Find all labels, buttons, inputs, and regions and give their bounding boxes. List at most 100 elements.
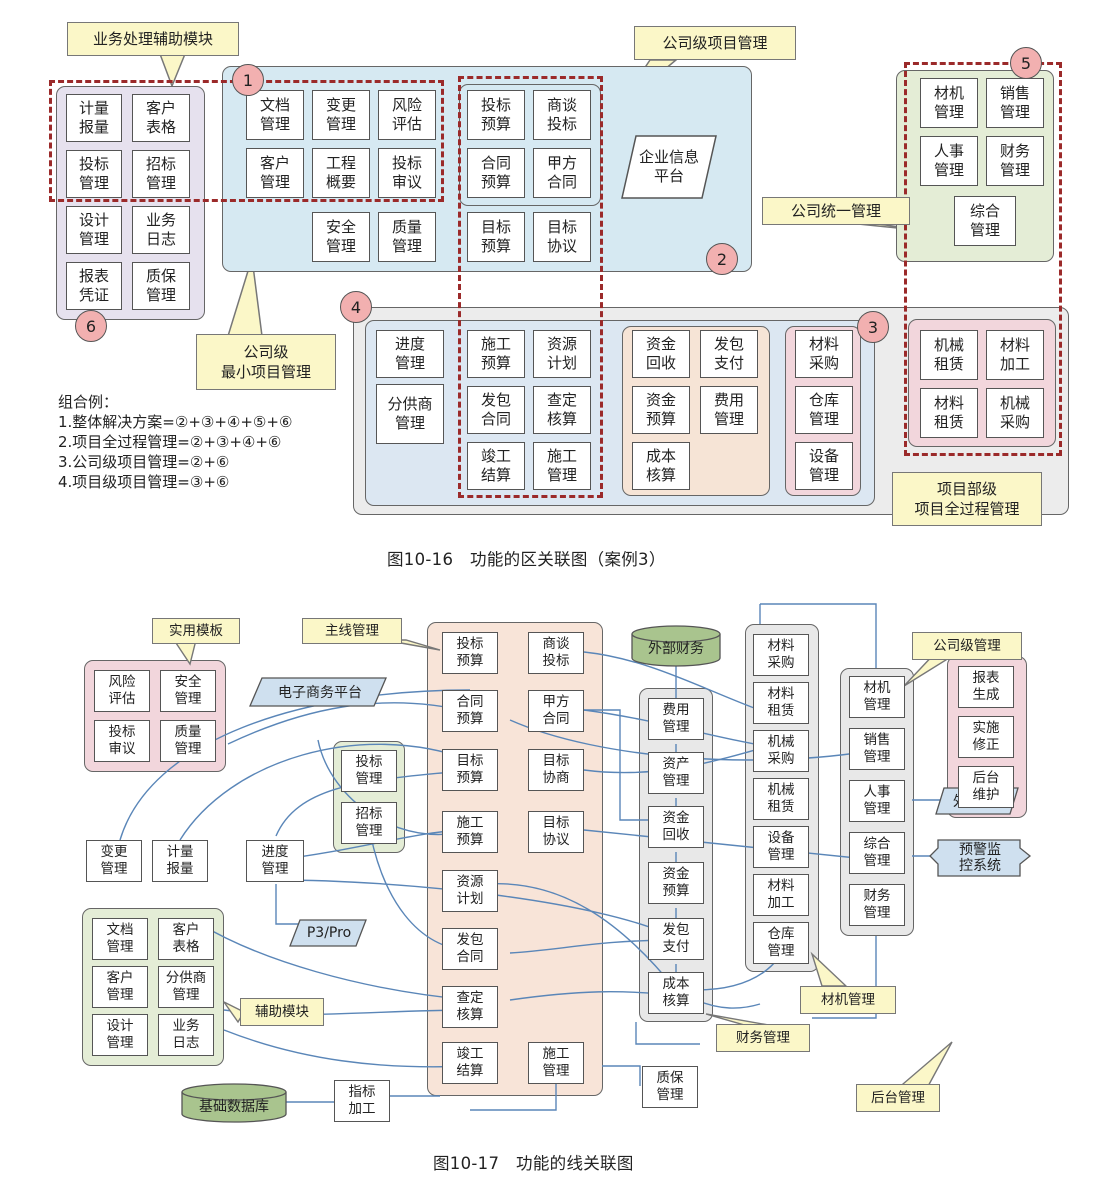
finance-card: 发包 支付 — [648, 918, 704, 960]
combo-line: 1.整体解决方案=②+③+④+⑤+⑥ — [58, 413, 293, 431]
callout-mainline: 主线管理 — [302, 618, 402, 644]
assist-card: 客户 表格 — [158, 918, 214, 960]
g5-card: 财务 管理 — [986, 136, 1044, 186]
main-card: 合同 预算 — [442, 690, 498, 732]
highlight-budget-column — [458, 76, 603, 498]
main-card: 资源 计划 — [442, 870, 498, 912]
backend-card: 实施 修正 — [958, 716, 1014, 758]
g4-card: 施工 管理 — [533, 442, 591, 490]
ecommerce-platform: 电子商务平台 — [278, 685, 362, 701]
material-card: 材料 租赁 — [753, 682, 809, 724]
callout-assist: 辅助模块 — [240, 998, 324, 1026]
callout-material: 材机管理 — [800, 986, 896, 1014]
g4-fin-card: 资金 预算 — [632, 386, 690, 434]
main-card: 施工 预算 — [442, 811, 498, 853]
g2-card: 甲方 合同 — [533, 148, 591, 198]
material-card: 材料 采购 — [753, 634, 809, 676]
group-number-badge: 1 — [232, 64, 264, 96]
finance-card: 费用 管理 — [648, 698, 704, 740]
combo-line: 2.项目全过程管理=②+③+④+⑥ — [58, 433, 282, 451]
g1-card: 质量 管理 — [378, 212, 436, 262]
callout-company-project: 公司级项目管理 — [634, 26, 796, 60]
g4-fin-card: 资金 回收 — [632, 330, 690, 378]
template-card: 风险 评估 — [94, 670, 150, 712]
g2-card: 目标 预算 — [467, 212, 525, 262]
main-card: 发包 合同 — [442, 928, 498, 970]
g6-card: 计量 报量 — [66, 94, 122, 142]
material-card: 材料 加工 — [753, 874, 809, 916]
external-finance-db: 外部财务 — [648, 641, 704, 657]
combo-title: 组合例： — [58, 393, 119, 411]
main-card: 目标 协商 — [528, 749, 584, 791]
g2-card: 合同 预算 — [467, 148, 525, 198]
g4-card: 进度 管理 — [376, 330, 444, 378]
main-card: 竣工 结算 — [442, 1042, 498, 1084]
g4-fin-card: 成本 核算 — [632, 442, 690, 490]
g4-card: 施工 预算 — [467, 330, 525, 378]
main-card: 目标 协议 — [528, 811, 584, 853]
g6-card: 报表 凭证 — [66, 262, 122, 310]
combo-line: 4.项目级项目管理=③+⑥ — [58, 473, 230, 491]
g1-card: 文档 管理 — [246, 90, 304, 140]
highlight-company-unified — [904, 62, 1062, 456]
g3-card: 材料 采购 — [795, 330, 853, 378]
dept-card: 机械 租赁 — [920, 330, 978, 380]
p3-platform: P3/Pro — [306, 925, 352, 941]
g2-card: 商谈 投标 — [533, 90, 591, 140]
g4-card: 竣工 结算 — [467, 442, 525, 490]
main-card: 甲方 合同 — [528, 690, 584, 732]
callout-min-project: 公司级 最小项目管理 — [196, 334, 336, 390]
enterprise-platform-label: 企业信息 平台 — [638, 148, 699, 185]
figure-caption: 图10-17 功能的线关联图 — [433, 1154, 634, 1173]
assist-card: 分供商 管理 — [158, 966, 214, 1008]
g1-card: 工程 概要 — [312, 148, 370, 198]
group-number-badge: 2 — [706, 243, 738, 275]
g4-fin-card: 发包 支付 — [700, 330, 758, 378]
main-card: 商谈 投标 — [528, 632, 584, 674]
g6-card: 招标 管理 — [132, 150, 190, 198]
main-card: 投标 预算 — [442, 632, 498, 674]
callout-template: 实用模板 — [152, 618, 240, 644]
material-card: 机械 采购 — [753, 730, 809, 772]
standalone-card: 变更 管理 — [86, 840, 142, 882]
group-number-badge: 6 — [75, 310, 107, 342]
assist-card: 客户 管理 — [92, 966, 148, 1008]
g5-card: 综合 管理 — [954, 196, 1016, 246]
g1-card: 风险 评估 — [378, 90, 436, 140]
assist-card: 业务 日志 — [158, 1014, 214, 1056]
company-card: 材机 管理 — [849, 676, 905, 718]
standalone-card: 进度 管理 — [246, 840, 304, 882]
g1-card: 安全 管理 — [312, 212, 370, 262]
callout-assist-module: 业务处理辅助模块 — [67, 22, 239, 56]
template-card: 投标 审议 — [94, 720, 150, 762]
g4-card: 分供商 管理 — [376, 384, 444, 444]
template-card: 质量 管理 — [160, 720, 216, 762]
backend-card: 报表 生成 — [958, 666, 1014, 708]
group-number-badge: 4 — [340, 291, 372, 323]
standalone-card: 质保 管理 — [642, 1066, 698, 1108]
g6-card: 投标 管理 — [66, 150, 122, 198]
g5-card: 材机 管理 — [920, 78, 978, 128]
g1-card: 变更 管理 — [312, 90, 370, 140]
callout-company: 公司级管理 — [912, 632, 1022, 660]
g1-card: 投标 审议 — [378, 148, 436, 198]
callout-company-unified: 公司统一管理 — [762, 197, 910, 225]
figure-caption: 图10-16 功能的区关联图（案例3） — [387, 550, 666, 569]
g5-card: 人事 管理 — [920, 136, 978, 186]
g4-card: 资源 计划 — [533, 330, 591, 378]
g4-fin-card: 费用 管理 — [700, 386, 758, 434]
standalone-card: 计量 报量 — [152, 840, 208, 882]
g5-card: 销售 管理 — [986, 78, 1044, 128]
assist-card: 文档 管理 — [92, 918, 148, 960]
callout-dept-project: 项目部级 项目全过程管理 — [892, 472, 1042, 526]
callout-backend: 后台管理 — [856, 1084, 940, 1112]
g3-card: 设备 管理 — [795, 442, 853, 490]
base-database: 基础数据库 — [199, 1099, 269, 1115]
assist-card: 设计 管理 — [92, 1014, 148, 1056]
g6-card: 设计 管理 — [66, 206, 122, 254]
callout-finance: 财务管理 — [716, 1024, 810, 1052]
company-card: 销售 管理 — [849, 728, 905, 770]
bid-card: 投标 管理 — [341, 750, 397, 792]
finance-card: 成本 核算 — [648, 972, 704, 1014]
